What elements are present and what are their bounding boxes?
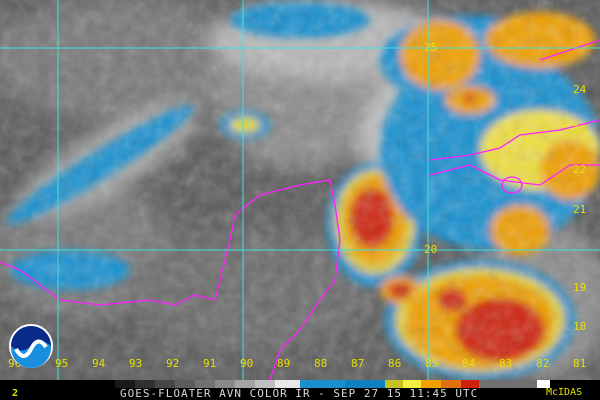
satellite-imagery xyxy=(0,0,600,380)
lat-label: 19 xyxy=(573,281,587,294)
lon-label: 89 xyxy=(277,357,291,370)
image-title: GOES-FLOATER AVN COLOR IR - SEP 27 15 11… xyxy=(120,387,479,400)
lon-label: 94 xyxy=(92,357,106,370)
lon-label: 95 xyxy=(55,357,69,370)
lat-label: 20 xyxy=(424,243,438,256)
lat-label: 23 xyxy=(573,123,587,136)
coastline-cuba-north xyxy=(429,119,600,161)
lat-label: 21 xyxy=(573,203,587,216)
lon-label: 87 xyxy=(351,357,365,370)
coastline-isla-juventud xyxy=(501,176,523,194)
image-caption-bar: 2 GOES-FLOATER AVN COLOR IR - SEP 27 15 … xyxy=(0,387,600,400)
lat-label: 25 xyxy=(424,41,438,54)
lon-label: 91 xyxy=(203,357,217,370)
mcidas-brand: McIDAS xyxy=(546,387,583,398)
lon-label: 92 xyxy=(166,357,180,370)
lat-label: 24 xyxy=(573,83,587,96)
lon-label: 83 xyxy=(499,357,513,370)
coastline-florida-keys xyxy=(539,39,600,61)
lon-label: 85 xyxy=(425,357,439,370)
lat-label: 18 xyxy=(573,320,587,333)
lon-label: 84 xyxy=(462,357,476,370)
lat-label: 22 xyxy=(573,163,587,176)
lon-label: 82 xyxy=(536,357,550,370)
lon-label: 93 xyxy=(129,357,143,370)
lon-label: 90 xyxy=(240,357,254,370)
color-scale-bar xyxy=(0,380,600,388)
lon-label: 86 xyxy=(388,357,402,370)
coastline-cuba-south xyxy=(429,164,600,186)
coastline-mexico xyxy=(0,179,341,380)
lon-label: 88 xyxy=(314,357,328,370)
coastlines xyxy=(0,39,600,380)
image-texture xyxy=(0,0,600,380)
frame-number: 2 xyxy=(12,388,19,399)
lon-label: 81 xyxy=(573,357,587,370)
noaa-logo xyxy=(9,324,53,368)
lat-lon-grid xyxy=(0,0,600,380)
